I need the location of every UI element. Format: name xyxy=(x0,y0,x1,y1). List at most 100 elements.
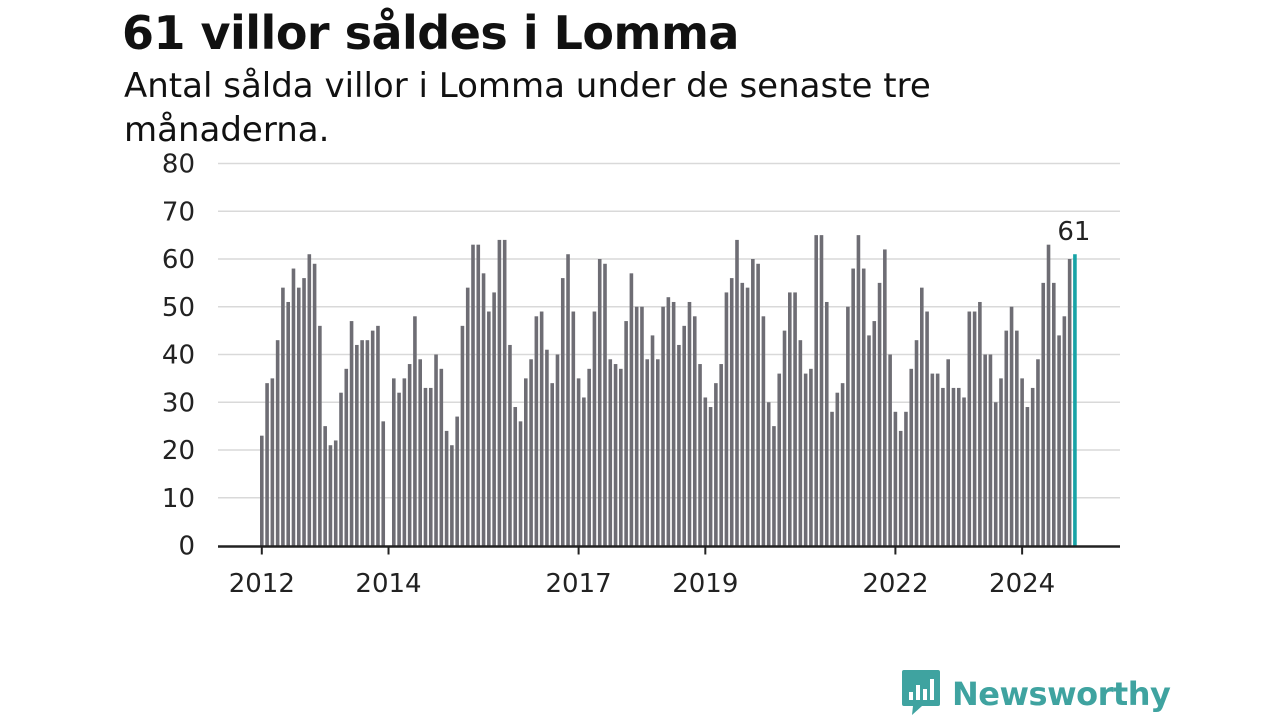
y-tick-label: 70 xyxy=(162,197,195,227)
bar xyxy=(492,292,496,546)
bar xyxy=(640,306,644,546)
bar xyxy=(545,349,549,546)
bar xyxy=(392,378,396,546)
bar xyxy=(703,397,708,546)
bar xyxy=(877,282,882,546)
bar xyxy=(687,301,692,546)
bar xyxy=(439,368,444,546)
bar xyxy=(904,411,908,546)
bar xyxy=(344,368,349,546)
bar xyxy=(513,407,518,546)
bar xyxy=(508,344,512,546)
bar xyxy=(941,387,945,546)
bar xyxy=(930,373,935,546)
bar xyxy=(534,316,539,546)
bar xyxy=(270,378,275,546)
bar xyxy=(978,301,982,546)
bar xyxy=(539,311,544,546)
bar xyxy=(434,354,438,546)
chart-subtitle: Antal sålda villor i Lomma under de sena… xyxy=(124,66,931,150)
y-tick-label: 30 xyxy=(162,388,195,418)
value-label: 61 xyxy=(1057,217,1090,247)
bar xyxy=(328,445,333,546)
bar xyxy=(370,330,375,546)
bar xyxy=(840,383,845,546)
bar xyxy=(571,311,576,546)
bar xyxy=(809,368,813,546)
bar xyxy=(735,239,739,546)
bar xyxy=(592,311,597,546)
bar xyxy=(613,364,618,546)
bar xyxy=(920,287,924,546)
y-tick-label: 10 xyxy=(162,484,195,514)
bar xyxy=(756,263,760,546)
bar xyxy=(529,359,533,546)
bar xyxy=(766,402,771,546)
bar xyxy=(1052,282,1056,546)
bar xyxy=(719,364,723,546)
bar xyxy=(323,426,327,546)
bar xyxy=(988,354,993,546)
x-axis: 2012 2014 2017 2019 2022 2024 xyxy=(218,545,1120,599)
bar xyxy=(677,344,681,546)
bar xyxy=(587,368,591,546)
bar xyxy=(935,373,940,546)
bar xyxy=(381,421,386,546)
bar xyxy=(1030,387,1035,546)
bar xyxy=(407,364,412,546)
bar xyxy=(1067,259,1072,546)
bar xyxy=(1057,335,1061,546)
bar xyxy=(872,321,877,546)
bar xyxy=(302,278,306,546)
bar xyxy=(692,316,697,546)
bar xyxy=(402,378,407,546)
bar xyxy=(349,321,354,546)
bar xyxy=(925,311,929,546)
x-tick-label: 2022 xyxy=(862,569,928,599)
bar xyxy=(798,340,803,546)
bar xyxy=(645,359,650,546)
bar xyxy=(597,259,602,546)
bar xyxy=(465,287,470,546)
bar xyxy=(788,292,792,546)
bar xyxy=(909,368,914,546)
bar xyxy=(481,273,486,546)
bar xyxy=(956,387,961,546)
bar xyxy=(999,378,1003,546)
bar xyxy=(893,411,898,546)
bar xyxy=(819,235,824,546)
bar xyxy=(661,306,665,546)
bar xyxy=(1004,330,1009,546)
bar xyxy=(1025,407,1030,546)
bar xyxy=(624,321,628,546)
bar xyxy=(1046,244,1051,546)
bar xyxy=(524,378,528,546)
bar xyxy=(698,364,702,546)
bar xyxy=(275,340,280,546)
bar xyxy=(360,340,364,546)
annotations: 61 xyxy=(1057,217,1090,247)
bar xyxy=(856,235,861,546)
y-tick-label: 50 xyxy=(162,293,195,323)
y-tick-label: 20 xyxy=(162,436,195,466)
bar-highlight xyxy=(1073,254,1077,546)
bar xyxy=(455,416,459,546)
bar xyxy=(476,244,481,546)
bar xyxy=(281,287,285,546)
bar xyxy=(333,440,338,546)
x-tick-label: 2019 xyxy=(672,569,738,599)
bar xyxy=(365,340,370,546)
bar xyxy=(714,383,718,546)
bar xyxy=(745,287,750,546)
bar xyxy=(656,359,660,546)
bar xyxy=(951,387,956,546)
bar xyxy=(608,359,613,546)
bar xyxy=(550,383,554,546)
x-tick-label: 2024 xyxy=(989,569,1055,599)
x-tick-label: 2014 xyxy=(355,569,421,599)
bar xyxy=(629,273,634,546)
x-tick-label: 2012 xyxy=(229,569,295,599)
bar xyxy=(296,287,301,546)
bar xyxy=(772,426,776,546)
